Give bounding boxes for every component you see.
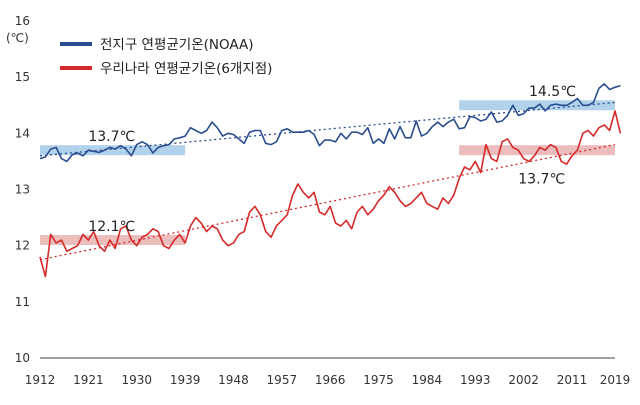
x-tick-label: 1984 [412,373,443,387]
x-tick-label: 2002 [508,373,539,387]
x-tick-label: 2019 [600,373,631,387]
y-tick-label: 10 [15,351,30,365]
legend-label-global: 전지구 연평균기온(NOAA) [100,37,254,53]
series-line-global [39,83,621,163]
y-tick-label: 15 [15,70,30,84]
y-tick-label: 14 [15,126,30,140]
x-tick-label: 1912 [25,373,56,387]
x-tick-label: 1957 [267,373,298,387]
y-axis-ticks: 10 11 12 13 14 15 16 [15,14,30,365]
series-line-korea [39,110,622,278]
x-tick-label: 1939 [170,373,201,387]
legend-label-korea: 우리나라 연평균기온(6개지점) [100,61,272,77]
legend: 전지구 연평균기온(NOAA) 우리나라 연평균기온(6개지점) [60,37,272,77]
y-tick-label: 12 [15,239,30,253]
y-tick-label: 16 [15,14,30,28]
x-tick-label: 2011 [557,373,588,387]
y-unit-label: (℃) [6,31,29,45]
series-lines [39,83,622,278]
x-tick-label: 1930 [121,373,152,387]
average-band [40,235,186,246]
average-band [40,145,186,156]
band-label: 13.7℃ [518,171,565,187]
x-tick-label: 1975 [363,373,394,387]
band-label: 12.1℃ [88,219,135,235]
band-label: 14.5℃ [529,84,576,100]
band-labels: 13.7℃ 12.1℃ 14.5℃ 13.7℃ [88,84,576,235]
x-tick-label: 1948 [218,373,249,387]
x-axis-ticks: 1912 1921 1930 1939 1948 1957 1966 1975 1984 1993… [25,373,631,387]
band-label: 13.7℃ [88,129,135,145]
y-tick-label: 11 [15,295,30,309]
x-tick-label: 1966 [315,373,346,387]
y-tick-label: 13 [15,183,30,197]
x-tick-label: 1921 [73,373,104,387]
x-tick-label: 1993 [460,373,491,387]
